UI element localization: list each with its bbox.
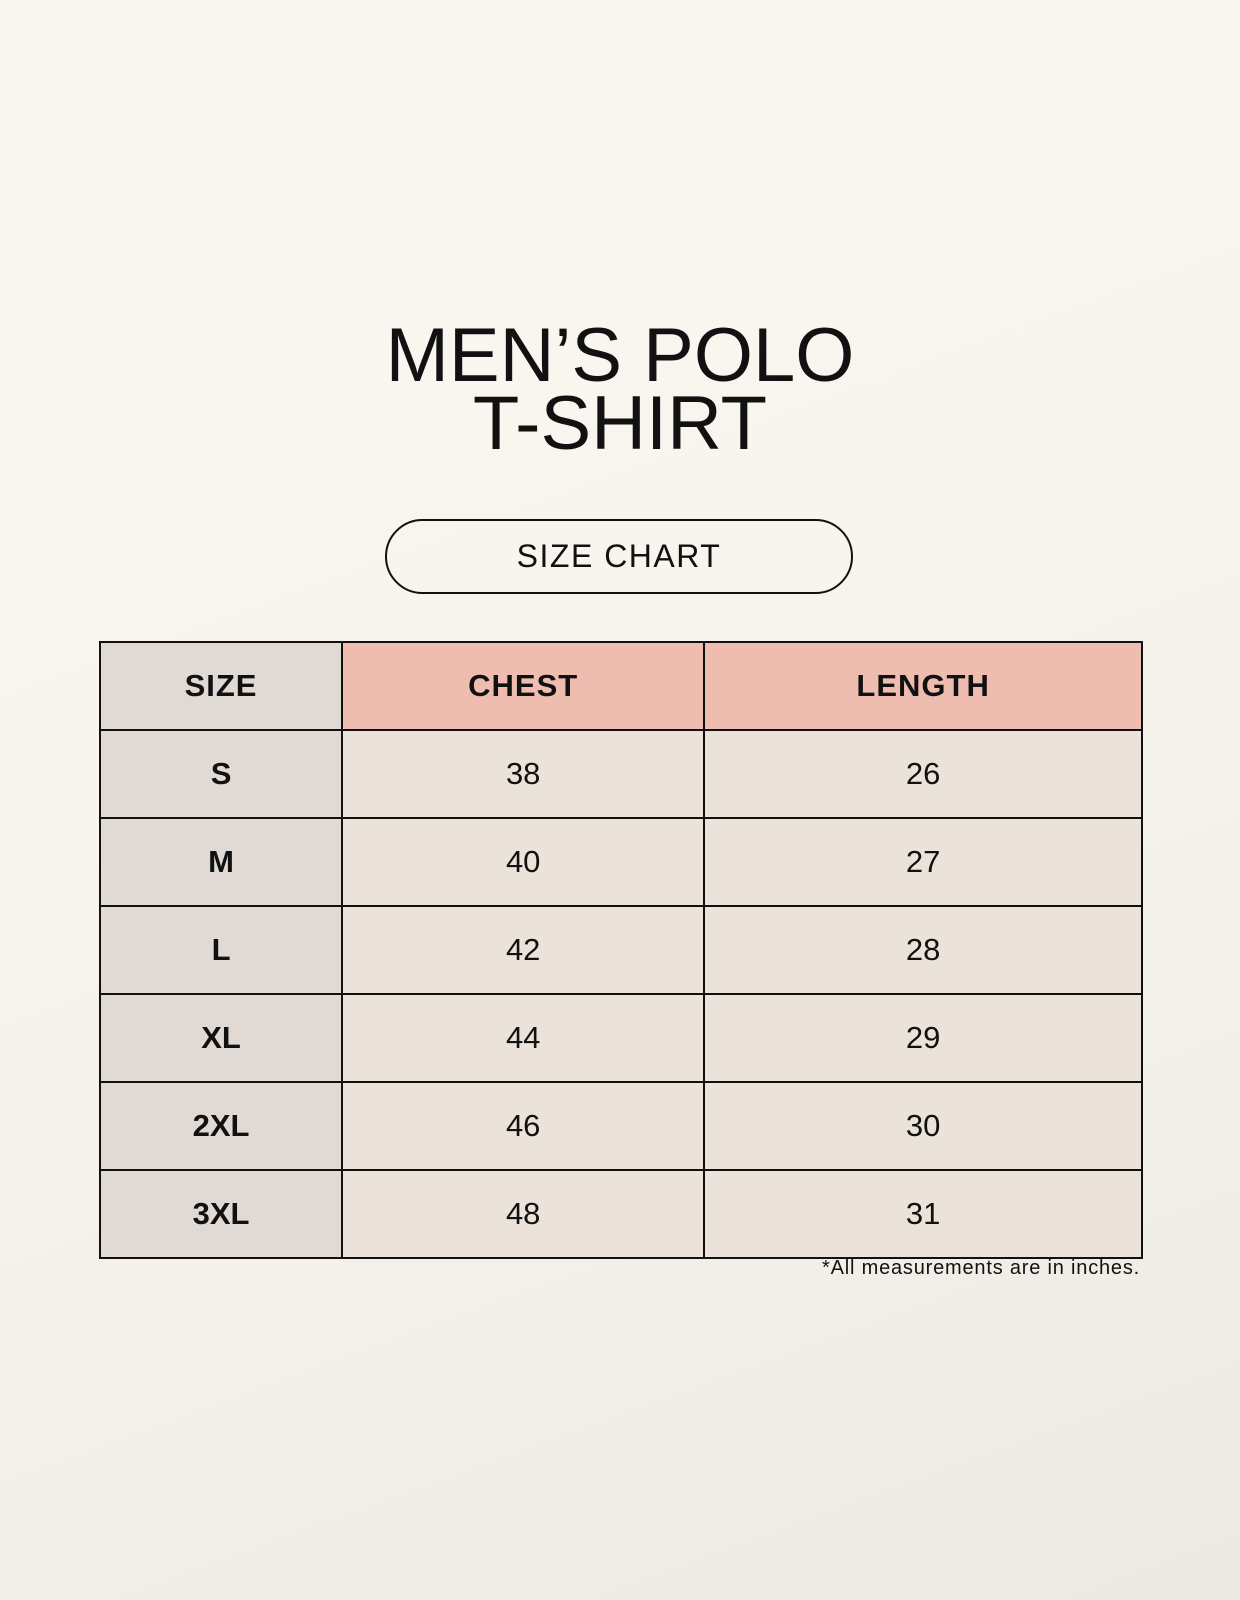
footnote: *All measurements are in inches. xyxy=(822,1257,1140,1279)
chest-cell: 38 xyxy=(341,729,706,819)
chest-cell: 46 xyxy=(341,1081,706,1171)
chest-cell: 48 xyxy=(341,1169,706,1259)
table-row: L 42 28 xyxy=(98,905,1143,995)
table-row: S 38 26 xyxy=(98,729,1143,819)
size-cell: XL xyxy=(98,993,344,1083)
chest-cell: 40 xyxy=(341,817,706,907)
table-row: 3XL 48 31 xyxy=(98,1169,1143,1259)
size-cell: L xyxy=(98,905,344,995)
size-table: SIZE CHEST LENGTH S 38 26 M 40 27 L 42 28 XL 44 29 2… xyxy=(98,641,1143,1259)
table-row: XL 44 29 xyxy=(98,993,1143,1083)
size-cell: 2XL xyxy=(98,1081,344,1171)
size-chart-badge: SIZE CHART xyxy=(385,519,853,594)
header-size: SIZE xyxy=(98,641,344,731)
title-line-2: T-SHIRT xyxy=(472,381,768,466)
table-row: M 40 27 xyxy=(98,817,1143,907)
page-title: MEN’S POLO T-SHIRT xyxy=(0,313,1240,466)
length-cell: 31 xyxy=(703,1169,1143,1259)
chest-cell: 44 xyxy=(341,993,706,1083)
length-cell: 27 xyxy=(703,817,1143,907)
length-cell: 26 xyxy=(703,729,1143,819)
header-length: LENGTH xyxy=(703,641,1143,731)
table-header-row: SIZE CHEST LENGTH xyxy=(98,641,1143,731)
length-cell: 29 xyxy=(703,993,1143,1083)
size-cell: 3XL xyxy=(98,1169,344,1259)
size-cell: S xyxy=(98,729,344,819)
size-cell: M xyxy=(98,817,344,907)
header-chest: CHEST xyxy=(341,641,706,731)
chest-cell: 42 xyxy=(341,905,706,995)
length-cell: 30 xyxy=(703,1081,1143,1171)
length-cell: 28 xyxy=(703,905,1143,995)
table-row: 2XL 46 30 xyxy=(98,1081,1143,1171)
title-line-1: MEN’S POLO xyxy=(385,313,855,398)
